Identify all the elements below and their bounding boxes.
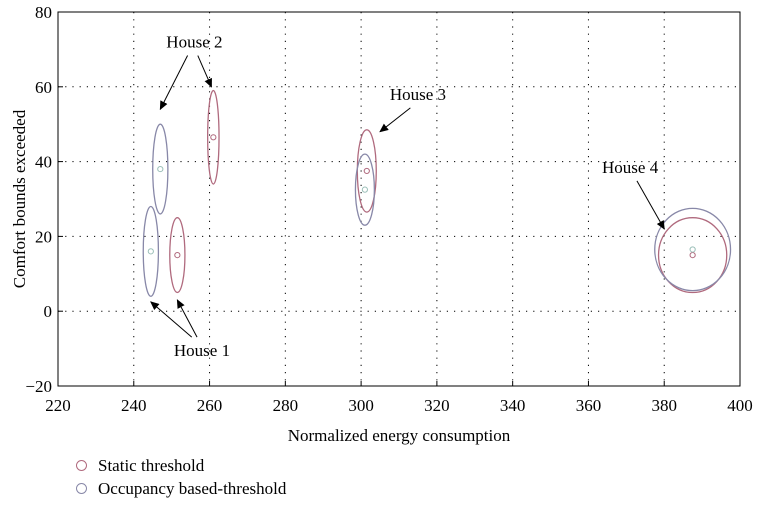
confidence-ellipse-s0-3 [657,217,728,294]
data-marks [142,89,732,297]
x-tick-label: 360 [576,396,602,415]
y-tick-label: −20 [25,377,52,396]
x-tick-label: 240 [121,396,147,415]
grid-lines [58,12,740,386]
data-point-s0-3 [689,252,696,259]
confidence-ellipse-s1-1 [152,123,169,215]
plot-frame [57,11,741,387]
y-tick-label: 60 [35,78,52,97]
annotation-label-0: House 1 [174,341,230,360]
axis-ticks: 220 240 260 280 300 320 340 360 380 400 −20 0 20 40 60… [25,3,752,415]
y-tick-label: 20 [35,227,52,246]
y-tick-label: 80 [35,3,52,22]
annotation-arrow [636,180,665,230]
x-tick-label: 280 [273,396,299,415]
y-tick-label: 0 [44,302,53,321]
confidence-ellipse-s1-2 [354,153,376,226]
data-point-s0-0 [174,252,181,259]
confidence-ellipse-s1-3 [654,207,732,292]
legend-marker-occupancy [76,483,87,494]
annotations: House 1 House 2 House 3 House 4 [150,33,665,360]
annotation-label-3: House 4 [602,158,659,177]
x-tick-label: 400 [727,396,753,415]
legend: Static threshold Occupancy based-thresho… [76,454,286,500]
annotation-arrow [379,107,411,133]
x-tick-label: 340 [500,396,526,415]
legend-label-occupancy: Occupancy based-threshold [98,478,287,498]
annotation-arrow [197,55,212,88]
annotation-arrow [176,299,198,338]
data-point-s0-1 [210,134,217,141]
confidence-ellipse-s0-0 [169,217,186,294]
x-axis-label: Normalized energy consumption [288,426,511,445]
annotation-arrow [150,301,193,338]
confidence-ellipse-s0-1 [207,89,220,185]
confidence-ellipse-s1-0 [142,205,160,297]
x-tick-label: 380 [651,396,677,415]
data-point-s1-0 [147,248,154,255]
data-point-s1-2 [361,186,368,193]
x-tick-label: 220 [45,396,71,415]
y-axis-label: Comfort bounds exceeded [10,109,29,288]
legend-label-static: Static threshold [98,455,205,475]
y-tick-label: 40 [35,153,52,172]
legend-marker-static [76,460,87,471]
data-point-s1-1 [157,165,164,173]
x-tick-label: 320 [424,396,450,415]
annotation-arrow [159,55,189,111]
annotation-label-1: House 2 [166,33,222,52]
legend-item-static: Static threshold [76,454,286,477]
data-point-s0-2 [363,167,370,175]
data-point-s1-3 [689,246,696,253]
x-tick-label: 300 [348,396,374,415]
x-tick-label: 260 [197,396,223,415]
legend-item-occupancy: Occupancy based-threshold [76,477,286,500]
annotation-label-2: House 3 [390,85,446,104]
